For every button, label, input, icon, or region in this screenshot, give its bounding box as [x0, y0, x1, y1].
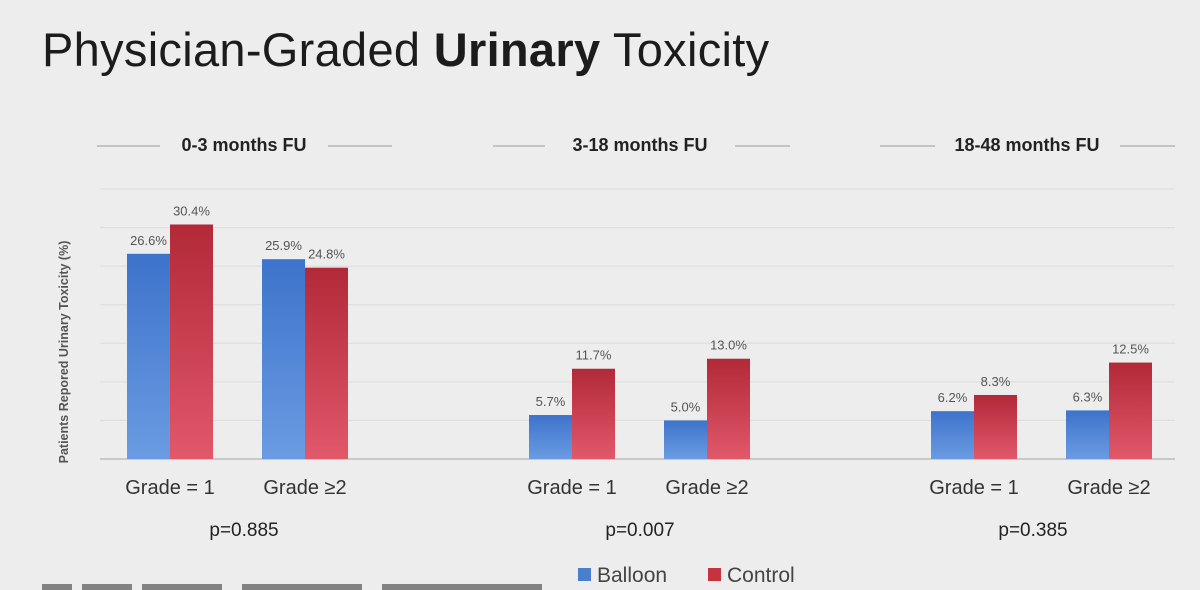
data-label: 8.3% [981, 374, 1011, 389]
data-label: 13.0% [710, 338, 747, 353]
bar-control [305, 267, 348, 459]
bar-balloon [664, 420, 707, 459]
title-part2: Toxicity [600, 23, 770, 76]
y-axis-label: Patients Repored Urinary Toxicity (%) [57, 241, 71, 464]
legend-label-balloon: Balloon [597, 564, 667, 587]
data-label: 12.5% [1112, 342, 1149, 357]
bars [127, 224, 1152, 459]
panel-title: 0-3 months FU [181, 135, 306, 155]
data-label: 25.9% [265, 238, 302, 253]
bar-control [572, 368, 615, 459]
data-label: 24.8% [308, 247, 345, 262]
x-tick-label: Grade = 1 [527, 477, 617, 499]
legend: Balloon Control [578, 564, 795, 587]
bar-control [1109, 362, 1152, 459]
gridlines [100, 188, 1175, 421]
panel-title: 3-18 months FU [572, 135, 707, 155]
legend-label-control: Control [727, 564, 795, 587]
title-bold-word: Urinary [433, 23, 601, 76]
bar-balloon [262, 259, 305, 459]
data-label: 5.0% [671, 399, 701, 414]
data-label: 6.2% [938, 390, 968, 405]
chart-labels: 0-3 months FU 26.6% 30.4% Grade = 1 25.9% 24.… [97, 135, 1175, 541]
x-tick-label: Grade = 1 [929, 477, 1019, 499]
bar-balloon [931, 411, 974, 459]
data-label: 5.7% [536, 394, 566, 409]
data-label: 11.7% [576, 348, 612, 363]
bar-control [974, 394, 1017, 459]
x-tick-label: Grade ≥2 [665, 477, 748, 499]
bar-control [707, 358, 750, 459]
title-part1: Physician-Graded [42, 23, 434, 76]
slide-title: Physician-Graded Urinary Toxicity [42, 22, 769, 77]
legend-swatch-balloon [578, 568, 591, 581]
x-tick-label: Grade ≥2 [263, 477, 346, 499]
bar-control [170, 224, 213, 459]
legend-swatch-control [708, 568, 721, 581]
bar-balloon [529, 415, 572, 459]
p-value: p=0.007 [605, 520, 674, 541]
x-tick-label: Grade ≥2 [1067, 477, 1150, 499]
p-value: p=0.885 [209, 520, 278, 541]
cut-off-footer-text [42, 584, 542, 590]
data-label: 26.6% [130, 233, 167, 248]
panel-title: 18-48 months FU [954, 135, 1099, 155]
bar-balloon [1066, 410, 1109, 459]
p-value: p=0.385 [998, 520, 1067, 541]
data-label: 6.3% [1073, 389, 1103, 404]
bar-balloon [127, 253, 170, 459]
x-tick-label: Grade = 1 [125, 477, 215, 499]
data-label: 30.4% [173, 203, 210, 218]
